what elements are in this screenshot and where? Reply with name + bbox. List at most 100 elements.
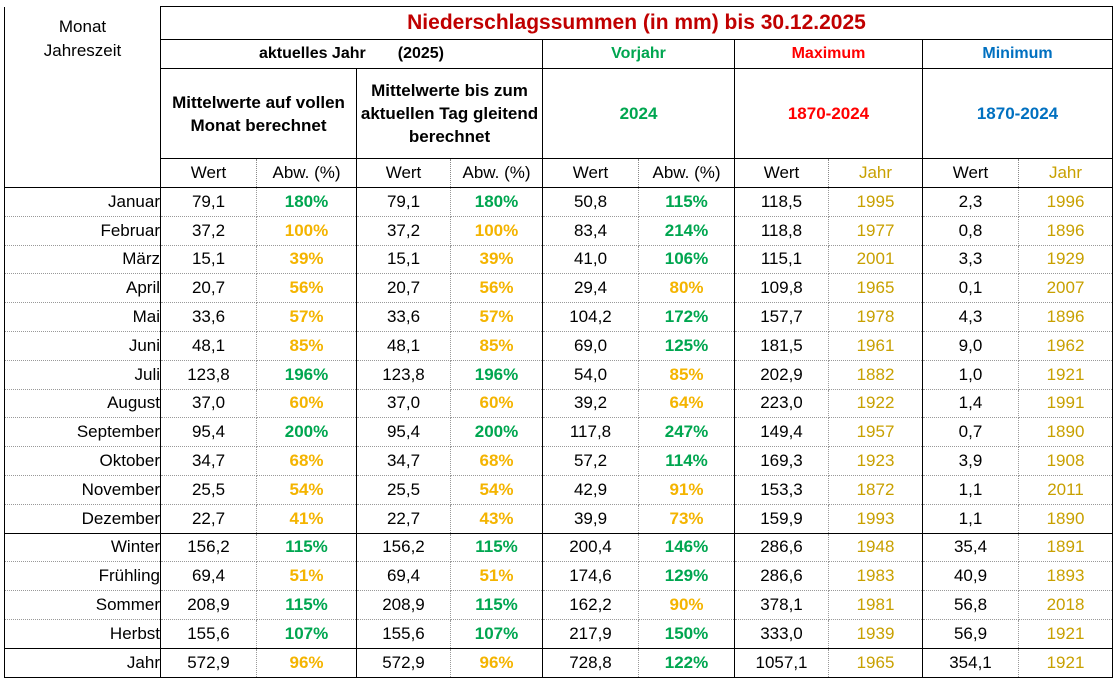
max-value-cell: 159,9 — [734, 504, 829, 534]
max-range: 1870-2024 — [734, 68, 923, 159]
deviation-cell: 100% — [256, 216, 357, 246]
table-row: Frühling 69,4 51% 69,4 51% 174,6 129% 286,6 1983… — [4, 561, 1113, 592]
max-year-cell: 1939 — [828, 619, 923, 649]
prev-year-value-cell: 42,9 — [542, 475, 639, 505]
max-year-cell: 1995 — [828, 187, 923, 217]
deviation-cell: 56% — [256, 273, 357, 304]
table-row: Winter 156,2 115% 156,2 115% 200,4 146% 286,6 19… — [4, 532, 1113, 563]
to-day-description: Mittelwerte bis zum aktuellen Tag gleite… — [356, 68, 543, 159]
min-year-cell: 1921 — [1018, 619, 1113, 649]
min-year-cell: 1929 — [1018, 245, 1113, 275]
min-year-cell: 2011 — [1018, 475, 1113, 505]
max-year-cell: 1981 — [828, 590, 923, 620]
table-row: Juli 123,8 196% 123,8 196% 54,0 85% 202,9 1882 1,… — [4, 360, 1113, 390]
max-value-cell: 223,0 — [734, 389, 829, 419]
table-row: März 15,1 39% 15,1 39% 41,0 106% 115,1 2001 3,3 19… — [4, 245, 1113, 275]
prev-year-value-cell: 39,2 — [542, 389, 639, 419]
value-cell: 25,5 — [356, 475, 451, 505]
max-value-cell: 286,6 — [734, 561, 829, 592]
min-year-cell: 1996 — [1018, 187, 1113, 217]
deviation-cell: 200% — [450, 417, 543, 448]
table-row: Mai 33,6 57% 33,6 57% 104,2 172% 157,7 1978 4,3 18… — [4, 302, 1113, 332]
prev-year-deviation-cell: 129% — [638, 561, 735, 592]
prev-year-deviation-cell: 114% — [638, 446, 735, 476]
max-year-cell: 1977 — [828, 216, 923, 246]
prev-year-value-cell: 174,6 — [542, 561, 639, 592]
table-row: Juni 48,1 85% 48,1 85% 69,0 125% 181,5 1961 9,0 19… — [4, 331, 1113, 361]
value-cell: 37,2 — [356, 216, 451, 246]
minimum-header: Minimum — [922, 39, 1113, 69]
prev-year-deviation-cell: 247% — [638, 417, 735, 448]
prev-year-value-cell: 57,2 — [542, 446, 639, 476]
max-value-cell: 286,6 — [734, 532, 829, 563]
value-cell: 79,1 — [160, 187, 257, 217]
max-year-cell: 1882 — [828, 360, 923, 390]
min-value-cell: 0,7 — [922, 417, 1019, 448]
col-wert-max: Wert — [734, 158, 829, 188]
month-cell: Juli — [4, 360, 161, 390]
min-value-cell: 0,1 — [922, 273, 1019, 304]
deviation-cell: 68% — [450, 446, 543, 476]
value-cell: 79,1 — [356, 187, 451, 217]
value-cell: 33,6 — [160, 302, 257, 332]
min-year-cell: 1896 — [1018, 302, 1113, 332]
prev-year-deviation-cell: 85% — [638, 360, 735, 390]
prev-year-deviation-cell: 172% — [638, 302, 735, 332]
month-cell: Februar — [4, 216, 161, 246]
value-cell: 95,4 — [356, 417, 451, 448]
month-cell: Winter — [4, 532, 161, 563]
table-row: November 25,5 54% 25,5 54% 42,9 91% 153,3 1872 1,… — [4, 475, 1113, 505]
min-year-cell: 1896 — [1018, 216, 1113, 246]
value-cell: 15,1 — [160, 245, 257, 275]
prev-year-value-cell: 83,4 — [542, 216, 639, 246]
table-row: Sommer 208,9 115% 208,9 115% 162,2 90% 378,1 198… — [4, 590, 1113, 620]
prev-year-deviation-cell: 115% — [638, 187, 735, 217]
value-cell: 34,7 — [160, 446, 257, 476]
table-row: Oktober 34,7 68% 34,7 68% 57,2 114% 169,3 1923 3,… — [4, 446, 1113, 476]
current-year-value: (2025) — [397, 45, 444, 62]
col-wert-2: Wert — [356, 158, 451, 188]
min-value-cell: 40,9 — [922, 561, 1019, 592]
min-year-cell: 1962 — [1018, 331, 1113, 361]
col-abw-3: Abw. (%) — [638, 158, 735, 188]
min-year-cell: 1921 — [1018, 360, 1113, 390]
prev-year-value-cell: 217,9 — [542, 619, 639, 649]
max-value-cell: 202,9 — [734, 360, 829, 390]
table-title: Niederschlagssummen (in mm) bis 30.12.20… — [160, 6, 1113, 40]
value-cell: 37,0 — [160, 389, 257, 419]
month-cell: Oktober — [4, 446, 161, 476]
min-year-cell: 2018 — [1018, 590, 1113, 620]
prev-year-deviation-cell: 146% — [638, 532, 735, 563]
value-cell: 37,0 — [356, 389, 451, 419]
current-year-label: aktuelles Jahr — [259, 45, 366, 62]
max-value-cell: 181,5 — [734, 331, 829, 361]
table-row: August 37,0 60% 37,0 60% 39,2 64% 223,0 1922 1,4 1… — [4, 389, 1113, 419]
max-year-cell: 1993 — [828, 504, 923, 534]
month-cell: September — [4, 417, 161, 448]
month-cell: Frühling — [4, 561, 161, 592]
max-year-cell: 1961 — [828, 331, 923, 361]
table-row: Februar 37,2 100% 37,2 100% 83,4 214% 118,8 1977… — [4, 216, 1113, 246]
max-value-cell: 378,1 — [734, 590, 829, 620]
deviation-cell: 115% — [256, 532, 357, 563]
value-cell: 69,4 — [160, 561, 257, 592]
prev-year-value-cell: 200,4 — [542, 532, 639, 563]
value-cell: 20,7 — [160, 273, 257, 304]
max-year-cell: 2001 — [828, 245, 923, 275]
deviation-cell: 39% — [256, 245, 357, 275]
min-value-cell: 3,9 — [922, 446, 1019, 476]
max-value-cell: 118,8 — [734, 216, 829, 246]
deviation-cell: 107% — [450, 619, 543, 649]
value-cell: 95,4 — [160, 417, 257, 448]
value-cell: 48,1 — [356, 331, 451, 361]
month-cell: Sommer — [4, 590, 161, 620]
prev-year-deviation-cell: 150% — [638, 619, 735, 649]
value-cell: 123,8 — [160, 360, 257, 390]
min-year-cell: 1890 — [1018, 417, 1113, 448]
value-cell: 34,7 — [356, 446, 451, 476]
min-value-cell: 1,4 — [922, 389, 1019, 419]
full-month-description: Mittelwerte auf vollen Monat berechnet — [160, 68, 357, 159]
min-value-cell: 1,0 — [922, 360, 1019, 390]
month-cell: Januar — [4, 187, 161, 217]
prev-year-value-cell: 29,4 — [542, 273, 639, 304]
